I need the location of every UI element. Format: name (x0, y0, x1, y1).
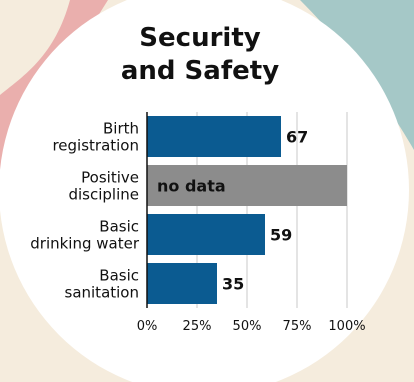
category-label: Basic (99, 267, 139, 285)
teal-ribbon-shape (300, 0, 414, 150)
x-tick-label: 25% (183, 319, 212, 334)
x-tick-label: 100% (328, 319, 365, 334)
category-label: Basic (99, 218, 139, 236)
category-label: registration (52, 137, 139, 155)
bar-no-data (147, 165, 347, 206)
chart-title-line-2: and Safety (120, 56, 280, 86)
category-label: sanitation (65, 284, 140, 302)
category-label: Birth (103, 120, 139, 138)
bar (147, 214, 265, 255)
category-label: Positive (81, 169, 139, 187)
bar (147, 116, 281, 157)
value-label: 35 (222, 275, 244, 294)
bar (147, 263, 217, 304)
value-label: 67 (286, 128, 308, 147)
category-label: drinking water (30, 235, 140, 253)
chart-title-line-1: Security (139, 23, 261, 53)
category-label: discipline (68, 186, 139, 204)
x-tick-label: 50% (233, 319, 262, 334)
x-tick-label: 75% (283, 319, 312, 334)
x-tick-label: 0% (137, 319, 158, 334)
no-data-label: no data (157, 177, 226, 196)
value-label: 59 (270, 226, 292, 245)
